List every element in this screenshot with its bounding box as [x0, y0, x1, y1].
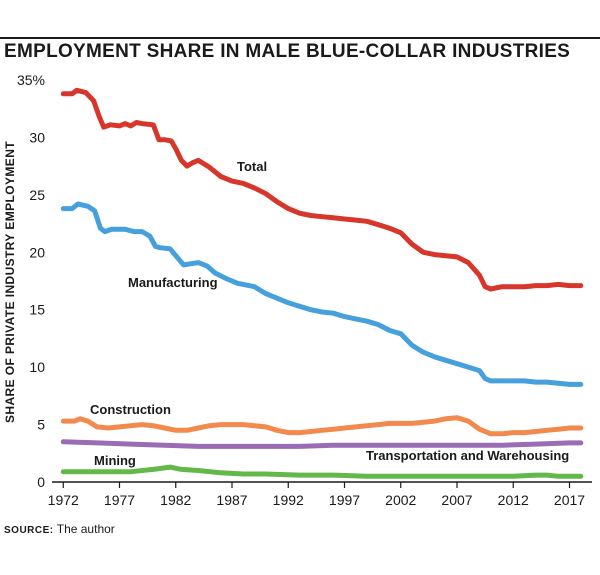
chart-title: EMPLOYMENT SHARE IN MALE BLUE-COLLAR IND…: [4, 41, 571, 62]
x-tick-label: 1977: [104, 492, 135, 508]
y-tick-label: 0: [37, 474, 45, 490]
x-tick-label: 2007: [441, 492, 472, 508]
x-tick-label: 2017: [554, 492, 585, 508]
x-tick-label: 1982: [160, 492, 191, 508]
series-label-manufacturing: Manufacturing: [128, 275, 218, 290]
series-line-construction: [60, 415, 584, 437]
y-tick-label: 25: [29, 187, 45, 203]
x-tick-label: 1997: [329, 492, 360, 508]
series-lines: [60, 87, 584, 479]
series-label-mining: Mining: [94, 453, 136, 468]
y-axis-title: SHARE OF PRIVATE INDUSTRY EMPLOYMENT: [3, 141, 17, 423]
x-tick-label: 1992: [273, 492, 304, 508]
y-tick-label: 35%: [17, 72, 45, 88]
series-line-manufacturing: [60, 201, 584, 387]
x-tick-label: 2012: [498, 492, 529, 508]
source-note: SOURCE: The author: [4, 522, 115, 536]
y-tick-label: 30: [29, 129, 45, 145]
series-line-transportation-and-warehousing: [60, 439, 584, 449]
series-label-total: Total: [237, 159, 267, 174]
series-labels: Total Manufacturing Construction Transpo…: [90, 159, 569, 468]
source-label: SOURCE:: [4, 525, 54, 536]
title-rule: [0, 37, 600, 39]
source-text: The author: [56, 522, 115, 536]
series-label-construction: Construction: [90, 402, 171, 417]
x-tick-label: 1972: [48, 492, 79, 508]
y-tick-label: 20: [29, 244, 45, 260]
y-tick-label: 5: [37, 417, 45, 433]
y-axis-ticks: 0 5 10 15 20 25 30 35%: [17, 72, 45, 490]
series-label-transportation: Transportation and Warehousing: [366, 448, 569, 463]
series-line-mining: [60, 464, 584, 479]
series-line-total: [60, 87, 584, 292]
x-axis-ticks: 1972 1977 1982 1987 1992 1997 2002 2007 2012 2017: [48, 482, 585, 508]
x-tick-label: 1987: [216, 492, 247, 508]
x-tick-label: 2002: [385, 492, 416, 508]
y-tick-label: 15: [29, 302, 45, 318]
y-tick-label: 10: [29, 359, 45, 375]
